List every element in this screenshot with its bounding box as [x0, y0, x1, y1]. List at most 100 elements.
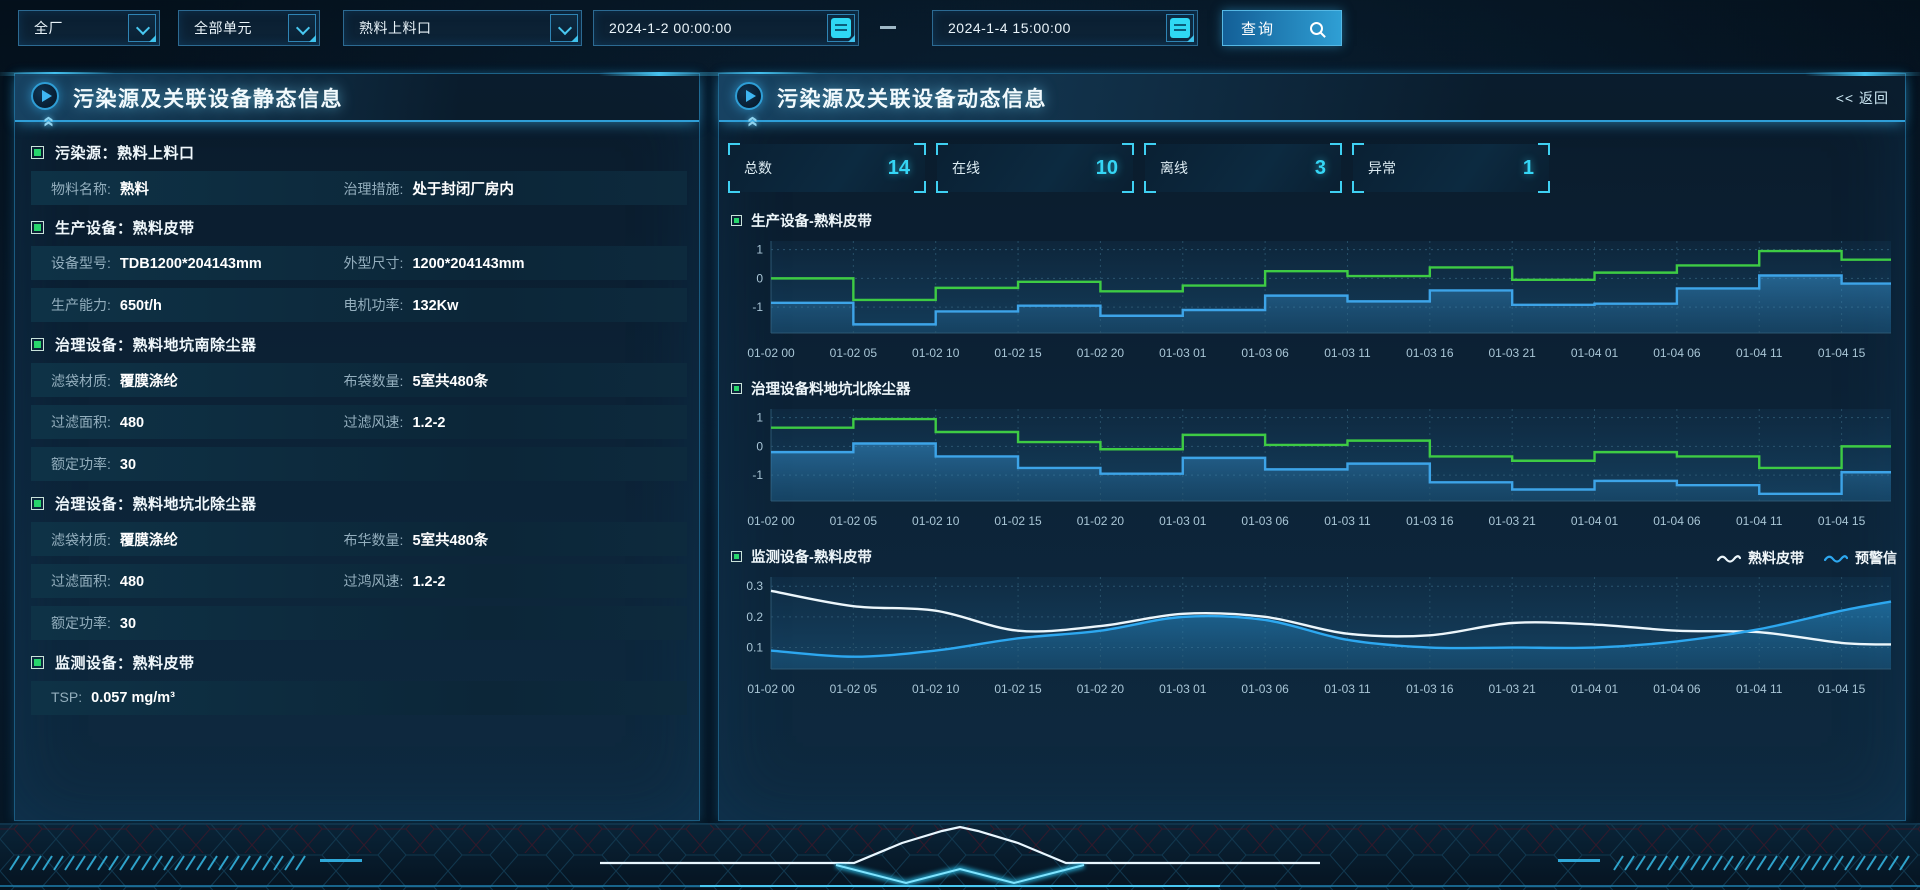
- stat-card: 离线 3: [1144, 143, 1342, 193]
- series-area-blue-line: [771, 275, 1891, 333]
- svg-text:01-03 16: 01-03 16: [1406, 682, 1454, 696]
- search-button[interactable]: 查询: [1222, 10, 1342, 46]
- info-label: 过滤风速:: [343, 414, 404, 430]
- double-chevron-icon: «: [742, 115, 765, 128]
- select-unit[interactable]: 全部单元: [178, 10, 320, 46]
- section-header-label: 污染源：熟料上料口: [55, 145, 195, 162]
- info-label: 物料名称:: [51, 180, 111, 197]
- svg-text:01-04 15: 01-04 15: [1818, 682, 1866, 696]
- info-cell: 布袋数量: 5室共480条: [344, 370, 687, 391]
- svg-text:01-03 16: 01-03 16: [1406, 346, 1454, 360]
- corner-bracket: [1144, 181, 1156, 193]
- stat-label: 总数: [744, 160, 772, 176]
- date-range-dash: [880, 26, 896, 29]
- corner-bracket: [1122, 143, 1134, 155]
- corner-bracket: [728, 143, 740, 155]
- calendar-icon[interactable]: [1166, 14, 1194, 42]
- section-header: 污染源：熟料上料口: [31, 142, 699, 163]
- legend-item[interactable]: 熟料皮带: [1717, 548, 1804, 568]
- corner-bracket: [936, 181, 948, 193]
- section-header-label: 监测设备：熟料皮带: [55, 655, 195, 672]
- chart-legend: 熟料皮带 预警信: [1717, 548, 1897, 568]
- corner-bracket: [1144, 143, 1156, 155]
- svg-text:01-03 06: 01-03 06: [1241, 682, 1289, 696]
- svg-text:01-02 05: 01-02 05: [830, 682, 878, 696]
- back-button[interactable]: << 返回: [1835, 90, 1889, 106]
- info-cell: 额定功率: 30: [51, 613, 344, 633]
- svg-text:-1: -1: [752, 300, 763, 314]
- svg-text:01-02 15: 01-02 15: [994, 682, 1042, 696]
- svg-text:01-04 01: 01-04 01: [1571, 346, 1619, 360]
- section-header: 治理设备：熟料地坑南除尘器: [31, 334, 699, 355]
- svg-text:0: 0: [756, 439, 763, 453]
- info-row: TSP: 0.057 mg/m³: [31, 681, 687, 715]
- chart-title-label: 监测设备-熟料皮带: [751, 550, 872, 566]
- svg-text:01-02 10: 01-02 10: [912, 682, 960, 696]
- info-value: 1200*204143mm: [412, 256, 525, 272]
- dynamic-panel-title: 污染源及关联设备动态信息: [777, 88, 1047, 111]
- chart-title: 监测设备-熟料皮带 熟料皮带 预警信: [731, 546, 1901, 567]
- info-row: 生产能力: 650t/h 电机功率: 132Kw: [31, 288, 687, 322]
- legend-item[interactable]: 预警信: [1824, 548, 1897, 568]
- end-date-value: 2024-1-4 15:00:00: [948, 20, 1071, 36]
- info-value: TDB1200*204143mm: [119, 256, 262, 272]
- start-date-value: 2024-1-2 00:00:00: [609, 20, 732, 36]
- info-cell: 滤袋材质: 覆膜涤纶: [51, 529, 344, 550]
- svg-text:01-04 11: 01-04 11: [1736, 514, 1783, 528]
- info-value: 30: [119, 616, 137, 632]
- svg-text:01-04 15: 01-04 15: [1818, 514, 1866, 528]
- legend-label: 预警信: [1855, 550, 1897, 566]
- calendar-icon[interactable]: [827, 14, 855, 42]
- svg-text:0.2: 0.2: [746, 610, 763, 624]
- select-source[interactable]: 熟料上料口: [343, 10, 582, 46]
- info-row: 物料名称: 熟料 治理措施: 处于封闭厂房内: [31, 171, 687, 205]
- info-cell: 治理措施: 处于封闭厂房内: [344, 178, 687, 199]
- select-unit-value: 全部单元: [194, 20, 252, 36]
- info-value: 650t/h: [119, 298, 162, 314]
- info-cell: TSP: 0.057 mg/m³: [51, 689, 344, 707]
- end-date-picker[interactable]: 2024-1-4 15:00:00: [932, 10, 1198, 46]
- chart-title-label: 生产设备-熟料皮带: [751, 214, 872, 230]
- corner-bracket: [914, 181, 926, 193]
- info-cell: 设备型号: TDB1200*204143mm: [51, 253, 344, 273]
- svg-text:01-02 05: 01-02 05: [830, 346, 878, 360]
- stat-card: 总数 14: [728, 143, 926, 193]
- stat-label: 在线: [952, 160, 980, 176]
- chevron-down-icon[interactable]: [288, 14, 316, 42]
- svg-text:01-03 06: 01-03 06: [1241, 514, 1289, 528]
- svg-text:01-02 15: 01-02 15: [994, 346, 1042, 360]
- stat-value: 3: [1314, 156, 1326, 179]
- svg-text:01-03 21: 01-03 21: [1488, 346, 1536, 360]
- chevron-down-icon[interactable]: [550, 14, 578, 42]
- chart-plot: 1 0 -1 01-02 00 01-02 05 01-02 10 01-02 15 01-0…: [747, 409, 1891, 528]
- svg-text:01-04 11: 01-04 11: [1736, 682, 1783, 696]
- svg-text:01-04 06: 01-04 06: [1653, 682, 1701, 696]
- green-square-bullet-icon: [31, 656, 44, 669]
- svg-text:-1: -1: [752, 468, 763, 482]
- select-plant[interactable]: 全厂: [18, 10, 160, 46]
- info-cell: 滤袋材质: 覆膜涤纶: [51, 370, 344, 391]
- chart-block: 治理设备料地坑北除尘器 1 0 -1 01-02 00 01-02 05 01-02 10 0…: [729, 378, 1901, 537]
- series-line-预警信: [770, 600, 1892, 658]
- select-source-value: 熟料上料口: [359, 20, 432, 36]
- corner-bracket: [914, 143, 926, 155]
- dynamic-info-panel: 污染源及关联设备动态信息 « << 返回 总数 14 在线 10 离线 3 异常 1 生产设备…: [699, 72, 1920, 821]
- svg-text:01-03 11: 01-03 11: [1324, 514, 1371, 528]
- info-cell: 过鸿风速: 1.2-2: [344, 571, 687, 591]
- svg-text:01-02 15: 01-02 15: [994, 514, 1042, 528]
- legend-label: 熟料皮带: [1748, 550, 1804, 566]
- info-value: 1.2-2: [412, 415, 446, 431]
- info-value: 1.2-2: [412, 574, 446, 590]
- start-date-picker[interactable]: 2024-1-2 00:00:00: [593, 10, 859, 46]
- svg-text:1: 1: [756, 243, 763, 257]
- info-value: 132Kw: [412, 298, 459, 314]
- info-row: 过滤面积: 480 过鸿风速: 1.2-2: [31, 564, 687, 598]
- svg-text:0.1: 0.1: [746, 641, 763, 655]
- legend-wave-icon: [1824, 555, 1848, 563]
- chart-block: 监测设备-熟料皮带 熟料皮带 预警信 0.3 0.2 0.1 01-02 00 01-02 0…: [729, 546, 1901, 705]
- corner-bracket: [1538, 143, 1550, 155]
- info-value: 5室共480条: [412, 373, 489, 390]
- svg-text:01-04 11: 01-04 11: [1736, 346, 1783, 360]
- chevron-down-icon[interactable]: [128, 14, 156, 42]
